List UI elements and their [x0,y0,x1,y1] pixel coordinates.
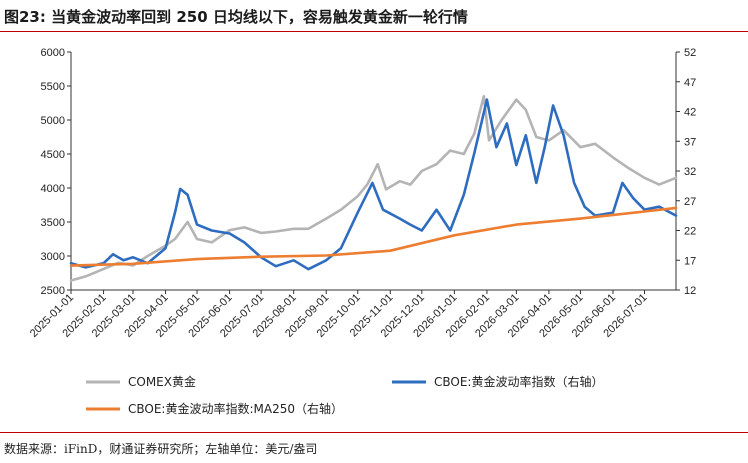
legend: COMEX黄金 CBOE:黄金波动率指数（右轴） CBOE:黄金波动率指数:MA25… [86,374,603,416]
source-note: 数据来源：iFinD，财通证券研究所；左轴单位：美元/盎司 [4,442,318,456]
y-right-tick-label: 27 [684,196,696,208]
x-axis: 2025-01-012025-02-012025-03-012025-04-01… [28,289,676,340]
y-left-tick-label: 2500 [41,285,65,297]
y-left-tick-label: 4500 [41,149,65,161]
y-axis-right: 12 17 22 27 32 37 42 47 52 [675,47,696,297]
chart-title: 图23: 当黄金波动率回到 250 日均线以下，容易触发黄金新一轮行情 [4,8,468,26]
legend-label: CBOE:黄金波动率指数:MA250（右轴） [128,401,343,416]
legend-label: COMEX黄金 [128,374,196,389]
chart: 2500 3000 3500 4000 4500 5000 5500 6000 12 17 22 2… [28,47,696,416]
y-right-tick-label: 47 [684,77,696,89]
series-gold-vol-line [69,98,678,271]
y-left-tick-label: 5500 [41,81,65,93]
y-right-tick-label: 52 [684,47,696,59]
y-left-tick-label: 6000 [41,47,65,59]
plot-area [69,94,678,282]
y-left-tick-label: 3000 [41,251,65,263]
y-left-tick-label: 4000 [41,183,65,195]
y-right-tick-label: 22 [684,226,696,238]
y-right-tick-label: 12 [684,285,696,297]
legend-label: CBOE:黄金波动率指数（右轴） [434,374,603,389]
y-left-tick-label: 3500 [41,217,65,229]
y-right-tick-label: 17 [684,255,696,267]
y-left-tick-label: 5000 [41,115,65,127]
y-right-tick-label: 37 [684,136,696,148]
y-right-tick-label: 32 [684,166,696,178]
series-comex-gold-line [69,94,678,282]
title-rule [0,31,748,32]
y-axis-left: 2500 3000 3500 4000 4500 5000 5500 6000 [41,47,72,297]
source-rule [0,432,748,433]
series-gold-vol-ma250-line [69,206,678,267]
y-right-tick-label: 42 [684,107,696,119]
